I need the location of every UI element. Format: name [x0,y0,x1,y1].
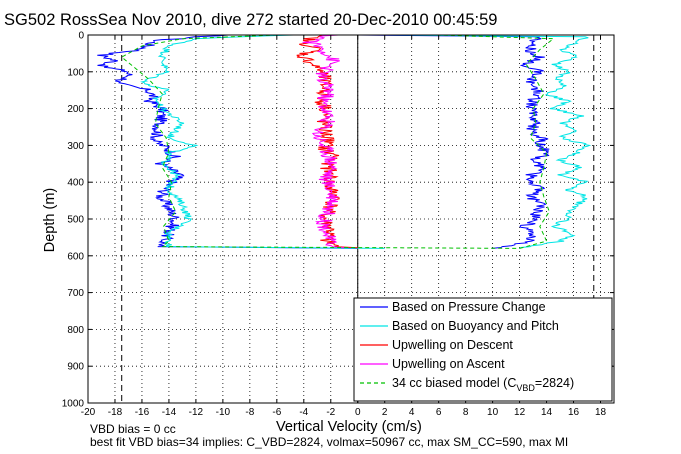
y-axis-label: Depth (m) [42,188,58,252]
x-tick-label: 6 [436,407,442,418]
series-group [97,34,592,249]
x-tick-label: -14 [162,407,177,418]
y-tick-label: 400 [67,178,84,189]
x-tick-label: -16 [135,407,150,418]
series-3 [296,34,358,249]
series-5-line [438,34,555,249]
y-tick-label: 700 [67,288,84,299]
y-tick-label: 100 [67,67,84,78]
footnote-line2: best fit VBD bias=34 implies: C_VBD=2824… [90,435,568,449]
legend: Based on Pressure Change Based on Buoyanc… [353,297,613,402]
y-tick-label: 1000 [62,399,85,410]
x-tick-label: 16 [568,407,580,418]
series-5-line [120,34,277,247]
y-tick-label: 600 [67,251,84,262]
x-tick-label: -8 [245,407,254,418]
series-3-line [296,34,358,249]
x-tick-label: 0 [355,407,361,418]
series-5 [120,34,555,249]
x-tick-label: -6 [272,407,281,418]
x-tick-label: 2 [382,407,388,418]
x-tick-label: -10 [216,407,231,418]
legend-label: Upwelling on Descent [392,338,513,352]
x-tick-label: -18 [108,407,123,418]
x-tick-label: 4 [409,407,415,418]
series-2 [140,34,592,249]
y-tick-label: 0 [78,31,84,42]
y-tick-label: 500 [67,215,84,226]
y-tick-label: 900 [67,362,84,373]
x-axis-ticks: -20 -18 -16 -14 -12 -10 -8 -6 -4 -2 0 2 4 6 8 10 12 14 16 1… [81,35,607,418]
legend-label: Based on Pressure Change [392,300,546,314]
x-tick-label: 10 [487,407,499,418]
x-axis-label: Vertical Velocity (cm/s) [276,419,422,435]
x-tick-label: -20 [81,407,96,418]
series-4 [302,34,345,249]
y-tick-label: 200 [67,104,84,115]
x-tick-label: 18 [595,407,607,418]
x-tick-label: 14 [541,407,553,418]
series-2-line [140,34,294,248]
x-tick-label: 12 [514,407,526,418]
series-1-line [357,34,550,249]
series-1-line [97,34,229,248]
x-tick-label: -4 [299,407,308,418]
footnote-line1: VBD bias = 0 cc [90,422,176,436]
y-axis-ticks: 0 100 200 300 400 500 600 700 800 900 1000 [62,31,614,410]
chart-title: SG502 RossSea Nov 2010, dive 272 started… [4,11,498,29]
y-tick-label: 300 [67,141,84,152]
legend-box [353,297,613,402]
y-tick-label: 800 [67,325,84,336]
series-4-line [302,34,345,249]
series-2-line [384,34,592,249]
x-tick-label: 8 [463,407,469,418]
series-5-line [162,246,520,249]
x-tick-label: -12 [189,407,204,418]
x-tick-label: -2 [326,407,335,418]
legend-label: Upwelling on Ascent [392,357,505,371]
legend-label: Based on Buoyancy and Pitch [392,319,559,333]
